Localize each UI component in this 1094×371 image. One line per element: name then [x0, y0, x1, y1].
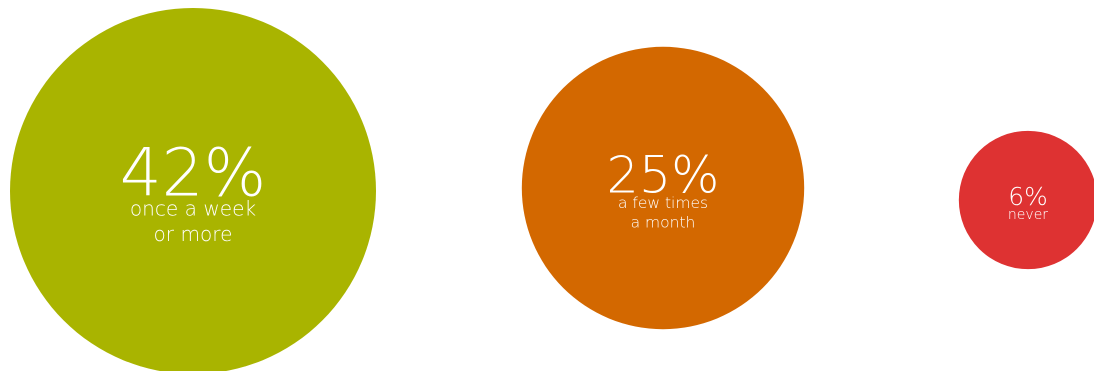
bubble-3: 6%never: [958, 130, 1094, 270]
bubble-value-label: 42%: [120, 135, 266, 212]
bubble-circle: [10, 8, 376, 371]
bubble-value-label: 25%: [607, 145, 720, 204]
bubble-description-line: or more: [154, 222, 233, 246]
bubble-description-line: a month: [631, 213, 696, 231]
bubble-value-label: 6%: [1008, 182, 1048, 211]
bubble-description-line: once a week: [130, 197, 256, 221]
bubble-description-line: a few times: [618, 194, 708, 212]
bubble-circle: [958, 130, 1094, 270]
bubble-description-line: never: [1008, 207, 1048, 223]
bubble-circle: [521, 46, 805, 330]
